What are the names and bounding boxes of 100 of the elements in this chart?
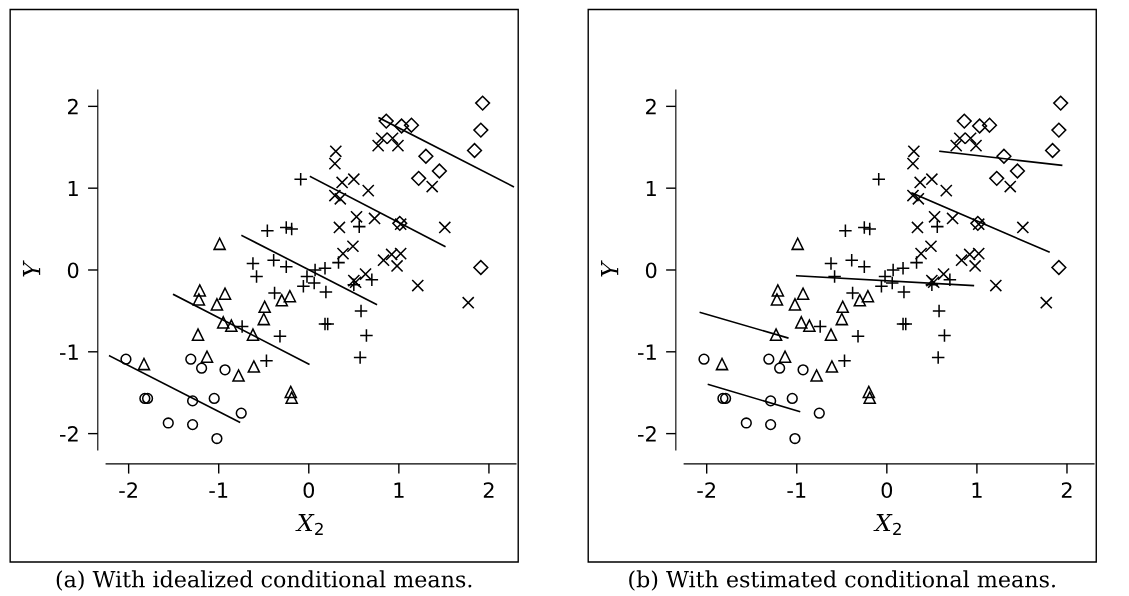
text: (b) With estimated conditional means. xyxy=(629,570,1055,591)
y-tick-label: 1 xyxy=(646,180,656,197)
point xyxy=(259,353,274,368)
point xyxy=(403,117,420,133)
point xyxy=(778,350,792,364)
point xyxy=(249,269,264,284)
point xyxy=(296,279,311,294)
point xyxy=(813,407,825,419)
point xyxy=(874,279,889,294)
point xyxy=(191,328,205,341)
x-tick-label: -2 xyxy=(697,482,715,498)
point xyxy=(333,192,347,206)
point xyxy=(284,222,299,237)
point xyxy=(924,239,938,253)
x-tick-label: -1 xyxy=(209,482,228,498)
point xyxy=(836,300,850,314)
point xyxy=(850,329,866,344)
point xyxy=(258,300,271,314)
point xyxy=(803,319,816,332)
point xyxy=(955,253,968,267)
point xyxy=(1044,142,1061,159)
y-tick-label: 1 xyxy=(68,180,78,197)
point xyxy=(235,407,247,419)
y-tick-label: 0 xyxy=(645,262,657,279)
point xyxy=(162,417,174,429)
point xyxy=(218,287,232,301)
point xyxy=(885,276,900,291)
point xyxy=(317,261,333,276)
point xyxy=(473,259,489,276)
point xyxy=(411,170,427,186)
point xyxy=(354,303,369,318)
point xyxy=(195,362,208,374)
point xyxy=(390,259,404,273)
y-tick-label: -2 xyxy=(638,426,656,442)
point xyxy=(208,392,220,405)
point xyxy=(774,362,786,374)
point xyxy=(715,357,729,371)
point xyxy=(796,287,810,301)
point xyxy=(186,418,199,431)
point xyxy=(1051,259,1067,276)
point xyxy=(431,163,448,179)
point xyxy=(474,95,491,111)
point xyxy=(906,189,920,202)
point xyxy=(1053,95,1069,111)
point xyxy=(211,432,223,445)
point xyxy=(1003,180,1017,193)
point xyxy=(246,328,260,341)
point xyxy=(1009,163,1026,179)
y-tick-label: 0 xyxy=(67,262,79,279)
x-axis-title: X$_{2}$ xyxy=(873,513,901,535)
y-axis-title: Y xyxy=(601,260,619,277)
y-tick-label: -1 xyxy=(638,344,656,360)
point xyxy=(307,276,322,291)
point xyxy=(232,369,245,382)
point xyxy=(193,284,207,297)
x-tick-label: 0 xyxy=(881,482,893,499)
point xyxy=(186,395,199,407)
y-tick-label: -2 xyxy=(59,426,78,442)
point xyxy=(949,139,963,152)
point xyxy=(989,279,1003,292)
point xyxy=(797,364,809,376)
point xyxy=(192,293,206,306)
point xyxy=(275,293,289,307)
x-tick-label: -2 xyxy=(119,482,137,498)
point xyxy=(857,259,872,274)
point xyxy=(1039,296,1053,310)
x-tick-label: 1 xyxy=(972,482,982,498)
point xyxy=(438,221,452,234)
point xyxy=(996,148,1012,164)
point xyxy=(473,122,489,138)
point xyxy=(968,259,982,273)
point xyxy=(272,329,287,344)
point xyxy=(946,212,959,225)
point xyxy=(279,220,294,235)
point xyxy=(786,392,798,405)
point xyxy=(461,296,475,310)
y-tick-label: 2 xyxy=(68,98,78,115)
point xyxy=(791,237,804,251)
point xyxy=(279,259,294,274)
point xyxy=(789,432,801,445)
point xyxy=(266,253,281,268)
y-axis-title: Y xyxy=(22,260,41,277)
point xyxy=(260,223,275,238)
point xyxy=(698,353,710,365)
point xyxy=(871,172,886,187)
point xyxy=(937,328,952,343)
point xyxy=(862,385,876,399)
point xyxy=(418,148,434,164)
point xyxy=(245,256,260,271)
point xyxy=(794,316,808,329)
point xyxy=(765,418,777,431)
point xyxy=(769,328,783,341)
point xyxy=(823,256,839,271)
point xyxy=(137,357,151,371)
text: (a) With idealized conditional means. xyxy=(56,570,472,591)
point xyxy=(971,118,988,134)
point xyxy=(361,184,375,197)
point xyxy=(844,253,859,268)
point xyxy=(861,289,875,303)
point xyxy=(364,272,379,287)
